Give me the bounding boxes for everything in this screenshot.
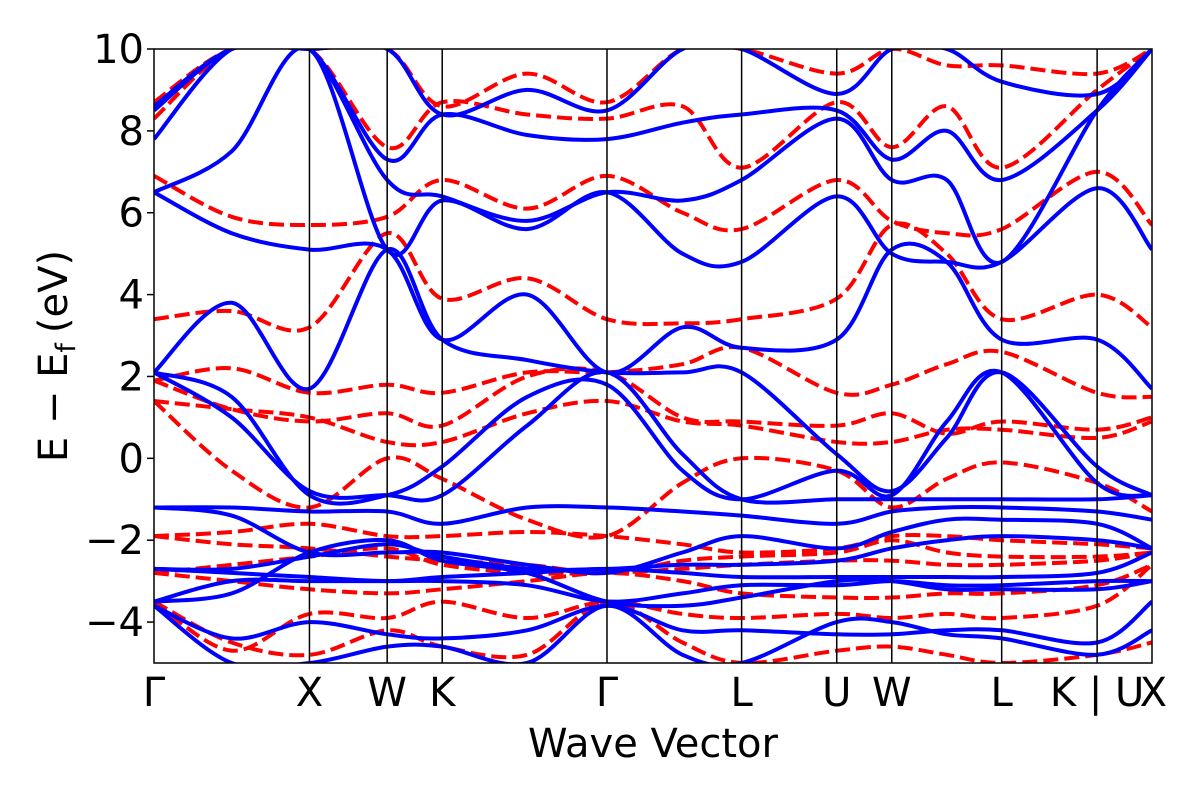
dashed-band-3 (154, 521, 1152, 555)
y-tick-label: 10 (93, 27, 144, 73)
y-ticks: −4 −2 0 2 4 6 8 10 (85, 27, 154, 646)
y-axis-label-main: E − E (31, 353, 77, 463)
x-tick-label: Γ (143, 670, 166, 716)
dashed-band-13 (154, 599, 1152, 663)
y-axis-label-sub: f (51, 342, 82, 353)
solid-band-7 (154, 368, 1152, 506)
x-tick-label: L (730, 670, 753, 716)
dashed-band-12 (154, 563, 1152, 653)
x-tick-label: K | U (1050, 670, 1144, 716)
y-tick-label: −4 (85, 600, 144, 646)
solid-band-8 (154, 247, 1152, 498)
y-tick-label: 0 (119, 436, 144, 482)
dashed-band-5 (154, 398, 1152, 448)
y-axis-label-unit: (eV) (31, 250, 77, 333)
dashed-band-8 (154, 221, 1152, 333)
y-axis-label: E − Ef (eV) (31, 250, 82, 462)
kpoint-lines (308, 49, 1098, 663)
solid-band-13 (154, 49, 1152, 118)
solid-band-6 (154, 370, 1152, 505)
y-tick-label: 2 (119, 354, 144, 400)
x-tick-label: Γ (596, 670, 619, 716)
solid-band-4 (154, 505, 1152, 576)
solid-band-0 (154, 537, 1152, 609)
y-tick-label: −2 (85, 518, 144, 564)
dashed-band-1 (154, 562, 1152, 601)
solid-band-5 (154, 504, 1152, 526)
solid-band-1 (154, 577, 1152, 604)
x-tick-label: W (872, 670, 912, 716)
dashed-band-2 (154, 534, 1152, 575)
x-tick-label: X (296, 670, 323, 716)
dashed-band-9 (154, 169, 1152, 238)
solid-band-2 (154, 550, 1152, 584)
x-tick-label: L (991, 670, 1014, 716)
solid-band-9 (154, 190, 1152, 391)
x-tick-label: U (822, 670, 851, 716)
solid-band-15 (154, 603, 1152, 663)
y-tick-label: 4 (119, 273, 144, 319)
x-tick-label: K (429, 670, 457, 716)
x-axis-label: Wave Vector (528, 721, 779, 767)
solid-band-12 (154, 49, 1152, 183)
y-tick-label: 8 (119, 109, 144, 155)
solid-band-14 (154, 599, 1152, 646)
solid-bands (154, 49, 1152, 663)
dashed-band-4 (154, 399, 1152, 540)
dashed-band-7 (154, 344, 1152, 400)
dashed-band-6 (154, 366, 1152, 436)
x-tick-label: W (367, 670, 407, 716)
x-tick-label: X (1140, 670, 1167, 716)
plot-frame (153, 48, 1153, 664)
y-tick-label: 6 (119, 191, 144, 237)
